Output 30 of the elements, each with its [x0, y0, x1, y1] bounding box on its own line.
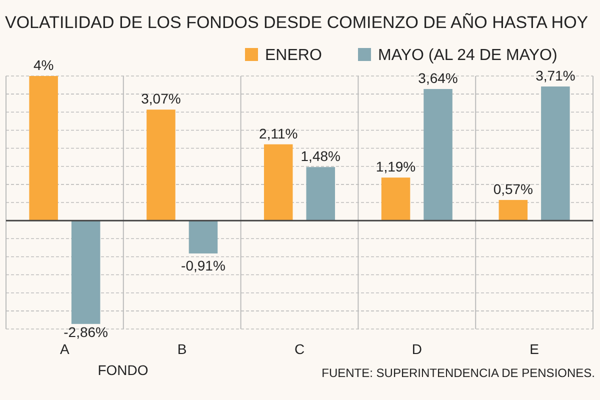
data-label: -2,86% [64, 324, 108, 340]
data-label: 3,64% [418, 70, 458, 86]
x-tick-label: C [294, 341, 305, 357]
bar [498, 200, 528, 221]
bar [424, 89, 452, 221]
chart-title: VOLATILIDAD DE LOS FONDOS DESDE COMIENZO DE AÑO HASTA HOY [5, 13, 588, 32]
data-label: 4% [33, 57, 54, 73]
data-label: 3,71% [536, 67, 576, 84]
bar [306, 167, 336, 221]
bar [146, 110, 176, 221]
legend-label: ENERO [265, 47, 322, 64]
x-tick-label: D [412, 341, 422, 357]
bar [381, 178, 410, 221]
bar [541, 86, 570, 221]
x-tick-label: E [530, 341, 539, 357]
x-axis-title: FONDO [98, 362, 148, 378]
bar [188, 220, 218, 254]
bar [71, 220, 100, 324]
bar [29, 76, 58, 221]
source-note: FUENTE: SUPERINTENDENCIA DE PENSIONES. [322, 366, 595, 380]
data-label: -0,91% [181, 257, 226, 274]
x-tick-label: A [60, 341, 70, 357]
data-label: 2,11% [259, 125, 298, 142]
x-tick-label: B [177, 341, 187, 357]
data-label: 3,07% [141, 90, 181, 107]
legend-label: MAYO (AL 24 DE MAYO) [378, 47, 558, 64]
data-label: 1,19% [376, 158, 416, 175]
bar [264, 144, 293, 221]
data-label: 1,48% [300, 148, 340, 164]
data-label: 0,57% [493, 180, 534, 197]
